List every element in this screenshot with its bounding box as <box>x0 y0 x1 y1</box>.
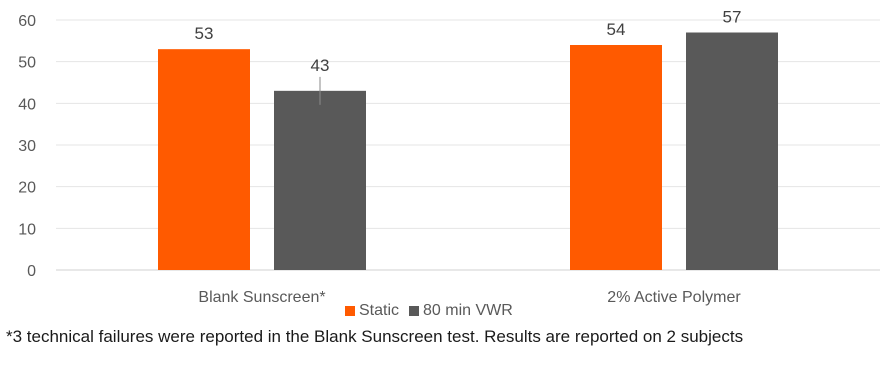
y-tick-label: 0 <box>27 263 36 280</box>
footnote: *3 technical failures were reported in t… <box>6 327 744 346</box>
data-label: 53 <box>195 24 214 43</box>
data-labels: 53 43 54 57 <box>195 8 742 75</box>
x-category-label: 2% Active Polymer <box>607 289 741 306</box>
y-axis-ticks: 0 10 20 30 40 50 60 <box>18 13 36 280</box>
data-label: 43 <box>311 56 330 75</box>
bar-static-1 <box>570 45 662 270</box>
data-label: 57 <box>723 8 742 27</box>
bar-static-0 <box>158 49 250 270</box>
bar-80-min-vwr-1 <box>686 32 778 270</box>
x-axis-categories: Blank Sunscreen* 2% Active Polymer <box>198 289 741 306</box>
y-tick-label: 20 <box>18 180 36 197</box>
y-tick-label: 50 <box>18 55 36 72</box>
y-tick-label: 10 <box>18 221 36 238</box>
legend-swatch-vwr <box>409 306 420 316</box>
bars <box>158 32 778 270</box>
legend-label-vwr: 80 min VWR <box>423 302 513 319</box>
legend-item-vwr: 80 min VWR <box>409 302 513 320</box>
legend-swatch-static <box>345 306 355 316</box>
y-tick-label: 30 <box>18 138 36 155</box>
legend-label-static: Static <box>359 302 400 319</box>
data-label: 54 <box>607 20 626 39</box>
legend: Static 80 min VWR <box>345 302 513 320</box>
legend-item-static: Static <box>345 302 399 320</box>
y-tick-label: 40 <box>18 96 36 113</box>
y-tick-label: 60 <box>18 13 36 30</box>
bar-80-min-vwr-0 <box>274 90 366 270</box>
x-category-label: Blank Sunscreen* <box>198 289 325 306</box>
